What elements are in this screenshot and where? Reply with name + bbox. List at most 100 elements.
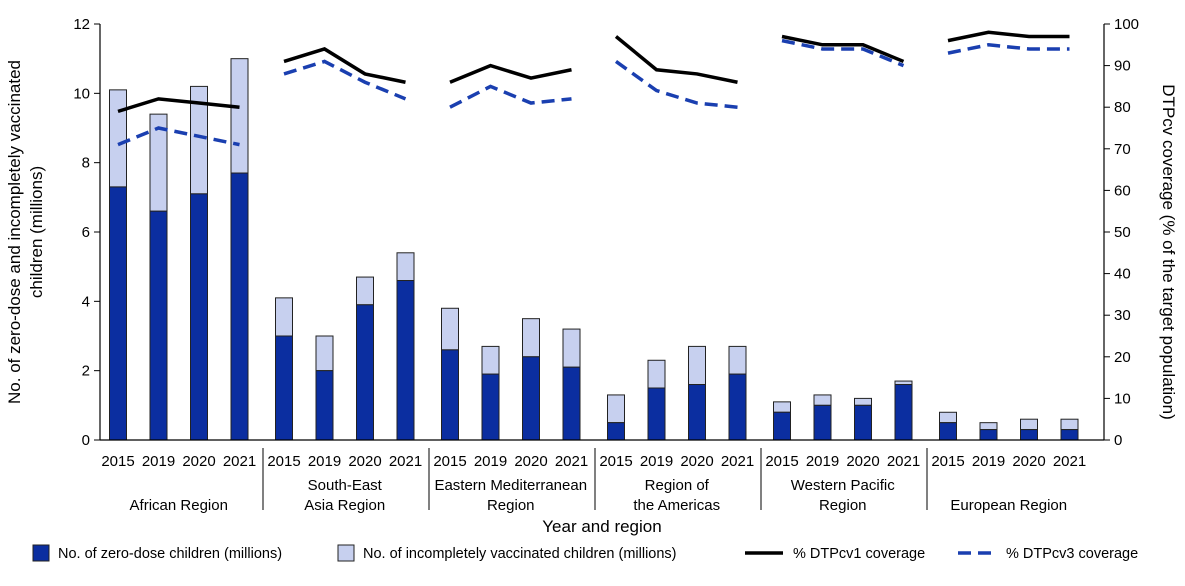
x-tick-label: 2021 [389, 453, 422, 470]
region-label: Region of [645, 477, 710, 494]
y-right-tick-label: 80 [1114, 99, 1131, 116]
y-tick-label: 6 [82, 224, 90, 241]
x-tick-label: 2019 [474, 453, 507, 470]
bar-zero-dose-2-1 [481, 373, 500, 441]
x-tick-label: 2015 [765, 453, 798, 470]
region-label: African Region [130, 497, 228, 514]
x-tick-label: 2019 [972, 453, 1005, 470]
bar-zero-dose-1-0 [275, 335, 293, 441]
y-tick-label: 0 [82, 432, 90, 449]
bar-zero-dose-3-1 [647, 387, 666, 441]
bar-zero-dose-3-0 [607, 422, 625, 441]
y-tick-label: 10 [73, 85, 90, 102]
line-dtpcv1-0 [117, 97, 240, 114]
bar-zero-dose-3-2 [688, 384, 706, 441]
y-right-tick-label: 60 [1114, 182, 1131, 199]
region-label: Eastern Mediterranean [434, 477, 587, 494]
x-tick-label: 2020 [846, 453, 879, 470]
bar-incomplete-5-2 [1020, 418, 1038, 431]
y-axis-title-line1: No. of zero-dose and incompletely vaccin… [5, 60, 24, 404]
legend-label-dtpcv1: % DTPcv1 coverage [793, 546, 925, 562]
x-tick-label: 2021 [555, 453, 588, 470]
bar-incomplete-3-1 [647, 359, 666, 389]
region-label: Asia Region [304, 497, 385, 514]
x-axis-title: Year and region [542, 517, 661, 536]
bar-incomplete-4-3 [894, 380, 913, 386]
x-tick-label: 2020 [348, 453, 381, 470]
plot-area [109, 30, 1079, 441]
x-tick-label: 2021 [223, 453, 256, 470]
x-tick-label: 2015 [267, 453, 300, 470]
x-tick-label: 2021 [887, 453, 920, 470]
bar-incomplete-3-3 [728, 345, 747, 375]
line-dtpcv3-0 [117, 126, 240, 147]
y-right-tick-label: 90 [1114, 58, 1131, 75]
region-label: the Americas [633, 497, 720, 514]
line-dtpcv3-1 [283, 59, 407, 101]
bar-incomplete-2-3 [562, 328, 581, 368]
region-label: Region [487, 497, 535, 514]
x-tick-label: 2019 [308, 453, 341, 470]
x-tick-label: 2020 [182, 453, 215, 470]
line-dtpcv1-1 [283, 47, 406, 84]
region-label: South-East [308, 477, 383, 494]
bar-zero-dose-4-3 [894, 384, 913, 441]
bar-zero-dose-5-2 [1020, 429, 1038, 441]
y-right-tick-label: 70 [1114, 141, 1131, 158]
x-tick-label: 2020 [680, 453, 713, 470]
x-tick-label: 2021 [721, 453, 754, 470]
legend-label-dtpcv3: % DTPcv3 coverage [1006, 546, 1138, 562]
bar-incomplete-0-0 [109, 89, 127, 188]
y-tick-label: 2 [82, 363, 90, 380]
bar-incomplete-5-1 [979, 422, 998, 431]
bar-incomplete-4-0 [773, 401, 791, 413]
x-tick-label: 2015 [931, 453, 964, 470]
bar-zero-dose-1-2 [356, 304, 374, 441]
line-dtpcv1-3 [614, 35, 738, 84]
y-right-axis-title: DTPcv coverage (% of the target populati… [1159, 84, 1178, 419]
bar-zero-dose-5-3 [1060, 429, 1079, 441]
y-tick-label: 8 [82, 155, 90, 172]
bar-zero-dose-4-2 [854, 404, 872, 441]
x-tick-label: 2020 [1012, 453, 1045, 470]
y-right-tick-label: 20 [1114, 349, 1131, 366]
bar-incomplete-5-3 [1060, 418, 1079, 431]
bar-zero-dose-5-0 [939, 422, 957, 441]
y-axis-title-line2: children (millions) [27, 166, 46, 298]
y-right-tick-label: 50 [1114, 224, 1131, 241]
x-tick-label: 2015 [599, 453, 632, 470]
bar-incomplete-2-0 [441, 307, 459, 351]
y-right-tick-label: 0 [1114, 432, 1122, 449]
bar-incomplete-3-2 [688, 345, 706, 386]
bar-zero-dose-2-2 [522, 356, 540, 441]
bar-zero-dose-1-1 [315, 370, 334, 441]
y-right-tick-label: 10 [1114, 390, 1131, 407]
x-tick-label: 2015 [433, 453, 466, 470]
region-label: Region [819, 497, 867, 514]
line-dtpcv3-3 [614, 60, 738, 109]
bar-zero-dose-4-0 [773, 411, 791, 441]
bar-incomplete-0-3 [230, 58, 249, 174]
line-dtpcv3-5 [947, 43, 1070, 55]
x-tick-label: 2019 [640, 453, 673, 470]
y-right-tick-label: 100 [1114, 16, 1139, 33]
region-label: European Region [950, 497, 1067, 514]
y-right-tick-label: 40 [1114, 266, 1131, 283]
bar-zero-dose-3-3 [728, 373, 747, 441]
bar-incomplete-4-2 [854, 397, 872, 406]
x-tick-label: 2015 [101, 453, 134, 470]
bar-zero-dose-0-1 [149, 210, 168, 441]
x-tick-label: 2021 [1053, 453, 1086, 470]
y-tick-label: 12 [73, 16, 90, 33]
x-tick-label: 2019 [806, 453, 839, 470]
bar-zero-dose-0-0 [109, 186, 127, 441]
bar-zero-dose-2-0 [441, 349, 459, 441]
x-tick-label: 2020 [514, 453, 547, 470]
bar-incomplete-3-0 [607, 394, 625, 424]
bar-incomplete-1-2 [356, 276, 374, 306]
legend-swatch-zero-dose [32, 544, 50, 562]
line-dtpcv1-2 [449, 63, 572, 84]
bar-incomplete-2-1 [481, 345, 500, 375]
